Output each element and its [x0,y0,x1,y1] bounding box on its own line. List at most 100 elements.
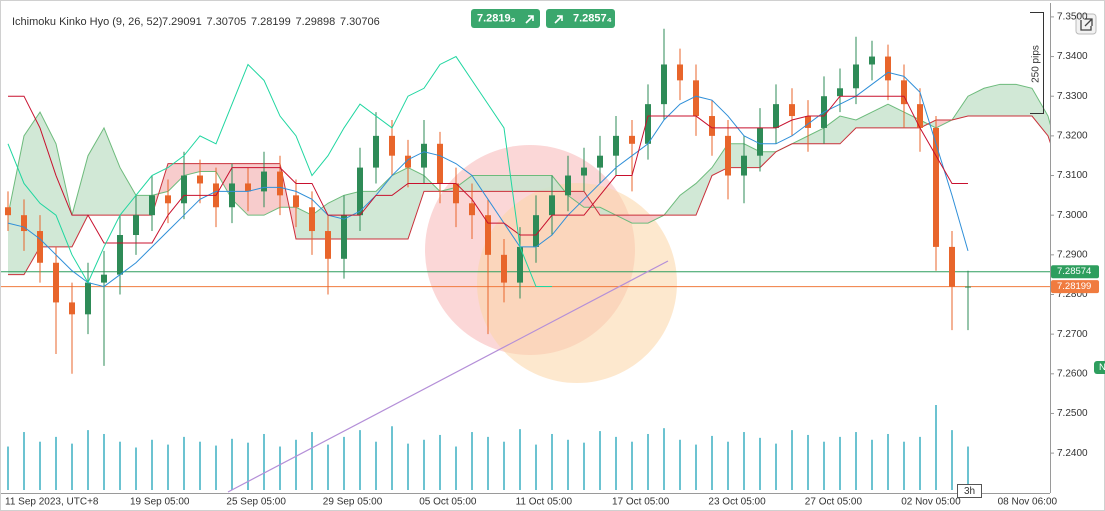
candle-body [421,143,427,168]
candle-body [149,195,155,216]
cloud-segment [232,163,248,216]
cloud-segment [72,155,88,247]
volume-bar [487,436,489,490]
volume-bar [535,444,537,490]
candle-body [197,175,203,184]
cloud-segment [120,167,136,216]
y-tick-label: 7.3400 [1057,51,1088,62]
volume-bar [775,443,777,490]
candle-body [917,104,923,128]
volume-bar [615,436,617,490]
ruler-label: 250 pips [1031,45,1042,83]
popout-glyph [1080,18,1093,31]
cloud-segment [904,112,920,128]
candle-body [693,80,699,117]
volume-bar [39,441,41,490]
cloud-segment [408,167,424,239]
cloud-segment [632,215,648,224]
candle-body [229,183,235,208]
x-tick-label: 17 Oct 05:00 [612,497,670,508]
volume-bar [743,432,745,490]
volume-bar [231,438,233,490]
cloud-segment [264,163,280,216]
y-tick-label: 7.2700 [1057,329,1088,340]
cloud-segment [984,84,1000,117]
volume-bar [199,441,201,490]
cloud-segment [200,163,216,172]
volume-bar [887,433,889,490]
volume-bar [119,441,121,490]
candle-body [21,215,27,232]
volume-bar [791,430,793,490]
trade-button[interactable]: 7.2819₉ [471,9,540,28]
trade-button[interactable]: 7.2857₄ [546,9,615,28]
volume-bar [951,430,953,490]
x-tick-label: 05 Oct 05:00 [419,497,477,508]
volume-bar [695,444,697,490]
candle-body [597,155,603,168]
price-tag-label: 7.28199 [1057,281,1091,292]
cloud-segment [40,112,56,247]
cloud-segment [360,191,376,239]
indicator-value: 7.28199 [251,16,291,28]
cloud-segment [8,135,24,275]
candle-body [85,282,91,315]
cloud-segment [392,167,408,239]
volume-bar [23,432,25,490]
candle-body [453,183,459,204]
volume-bar [215,445,217,490]
x-tick-label: 23 Oct 05:00 [708,497,766,508]
x-tick-label: 27 Oct 05:00 [805,497,863,508]
candle-body [949,246,955,287]
candle-body [133,215,139,236]
trade-button-box[interactable] [546,9,615,28]
volume-bar [183,436,185,490]
indicator-line [7,71,969,288]
volume-bar [839,436,841,490]
volume-bar [919,436,921,490]
cloud-segment [376,175,392,239]
volume-bar [295,439,297,490]
cloud-segment [968,88,984,117]
watermark-circle [477,183,677,383]
candle-body [101,274,107,283]
volume-bar [391,426,393,490]
candle-body [389,135,395,156]
indicator-value: 7.29898 [296,16,336,28]
popout-icon[interactable] [1075,13,1097,35]
volume-bar [247,442,249,490]
cloud-segment [472,175,488,192]
timeframe-frame[interactable] [957,484,982,498]
volume-bar [663,428,665,490]
candle-body [773,104,779,128]
volume-bar [359,430,361,490]
volume-bar [407,443,409,490]
x-tick-label: 11 Sep 2023, UTC+8 [5,497,99,508]
volume-bar [823,441,825,490]
candle-body [373,135,379,168]
candle-body [309,207,315,232]
trade-button-box[interactable] [471,9,540,28]
y-tick-label: 7.3200 [1057,131,1088,142]
trend-line-drawing[interactable] [227,260,669,493]
volume-bar [7,446,9,490]
timeframe-box[interactable]: 3h [957,484,982,498]
indicator-value: 7.30706 [340,16,380,28]
cloud-segment [488,175,504,192]
cloud-segment [1016,84,1032,117]
candle-body [565,175,571,196]
volume-bar [519,429,521,490]
candle-body [181,175,187,204]
volume-bar [599,431,601,490]
candle-body [885,56,891,81]
edge-tag-box [1094,361,1105,374]
volume-bar [967,446,969,490]
volume-bar [327,444,329,490]
price-tag [1051,265,1099,279]
price-tag [1051,280,1099,294]
candle-body [853,64,859,89]
candle-body [613,135,619,156]
candle-body [437,143,443,184]
cloud-segment [1000,84,1016,117]
